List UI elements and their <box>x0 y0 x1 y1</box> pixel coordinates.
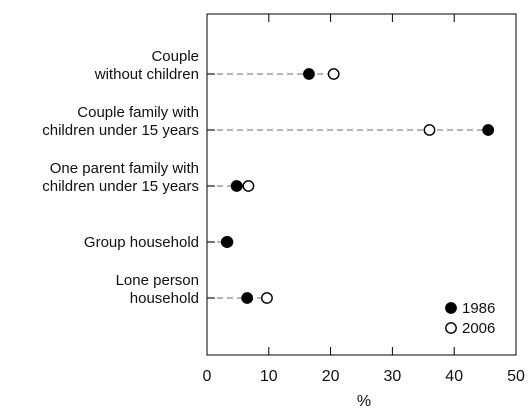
point-1986 <box>303 68 315 80</box>
x-axis-ticks: 0 10 20 30 40 50 <box>203 14 525 385</box>
legend-label-1986: 1986 <box>462 300 495 317</box>
x-tick-label: 0 <box>203 368 212 385</box>
category-label: One parent family with children under 15 … <box>42 160 199 195</box>
point-2006 <box>423 124 436 136</box>
point-1986 <box>482 124 495 136</box>
point-2006 <box>261 292 273 304</box>
x-tick-label: 40 <box>445 368 463 385</box>
point-1986 <box>220 236 233 248</box>
legend-marker-2006 <box>445 322 457 334</box>
category-labels: Couple without children Couple family with… <box>42 48 215 307</box>
legend-marker-1986 <box>445 302 457 314</box>
data-points <box>220 68 495 304</box>
x-tick-label: 50 <box>507 368 525 385</box>
legend-label-2006: 2006 <box>462 320 495 337</box>
x-tick-label: 10 <box>260 368 278 385</box>
category-label: Couple without children <box>94 48 199 83</box>
x-tick-label: 30 <box>384 368 402 385</box>
category-label: Couple family with children under 15 year… <box>42 104 199 139</box>
point-1986 <box>230 180 243 192</box>
point-2006 <box>327 68 340 80</box>
category-label: Lone person household <box>116 272 199 307</box>
x-axis-title: % <box>357 393 371 410</box>
x-tick-label: 20 <box>322 368 340 385</box>
category-label: Group household <box>84 234 199 251</box>
legend: 1986 2006 <box>445 300 495 337</box>
point-2006 <box>242 180 255 192</box>
point-1986 <box>241 292 254 304</box>
plot-frame <box>206 13 517 356</box>
